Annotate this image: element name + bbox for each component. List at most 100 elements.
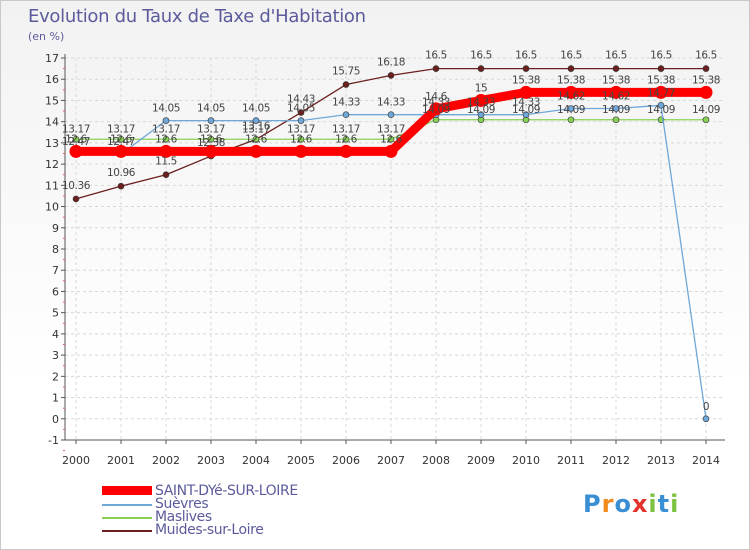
data-label: 16.5 [560,50,582,62]
y-tick-label: 8 [52,243,59,256]
y-tick-label: 12 [45,158,59,171]
data-label: 12.6 [110,133,132,145]
data-label: 12.47 [107,136,135,148]
legend-label-maslives: Maslives [155,509,212,525]
x-tick-label: 2001 [107,454,135,467]
logo-letter: t [657,490,671,518]
x-tick-label: 2012 [602,454,630,467]
data-label: 16.5 [425,50,447,62]
data-label: 15.38 [647,74,675,86]
data-point-saint-dy-sur-loire [159,144,173,158]
legend-swatch-saint-dye [102,486,152,495]
y-tick-label: 10 [45,201,59,214]
data-label: 14.33 [422,97,450,109]
data-label: 14.6 [425,91,447,103]
data-point-maslives [612,116,620,124]
x-tick-label: 2009 [467,454,495,467]
y-tick-label: 6 [52,285,59,298]
data-point-maslives [567,116,575,124]
data-label: 13.17 [242,123,270,135]
data-point-muides-sur-loire [657,65,665,72]
data-point-muides-sur-loire [387,72,395,79]
data-point-muides-sur-loire [612,65,620,72]
data-label: 0 [703,401,709,413]
data-label: 13.17 [62,123,90,135]
data-point-maslives [252,135,260,143]
data-point-su-vres [387,111,395,118]
y-tick-label: 4 [52,328,59,341]
data-label: 13.17 [107,123,135,135]
y-tick-label: 16 [45,73,59,86]
x-tick-label: 2011 [557,454,585,467]
data-label: 12.38 [197,137,225,149]
data-label: 14.33 [512,97,540,109]
data-point-su-vres [342,111,350,118]
data-point-muides-sur-loire [432,65,440,72]
y-tick-label: 11 [45,179,59,192]
x-tick-label: 2006 [332,454,360,467]
data-label: 12.6 [65,133,87,145]
data-label: 14.09 [557,104,585,116]
data-label: 16.18 [377,56,405,68]
chart-title: Evolution du Taux de Taxe d'Habitation [28,6,366,27]
data-point-maslives [162,135,170,143]
data-point-su-vres [162,117,170,124]
logo-letter: x [631,490,649,518]
data-label: 16.5 [470,50,492,62]
data-label: 14.05 [287,103,315,115]
data-point-su-vres [252,117,260,124]
data-point-muides-sur-loire [72,195,80,203]
legend-swatch-muides [102,530,152,532]
data-label: 14.09 [422,104,450,116]
y-tick-label: 2 [52,370,59,383]
data-label: 15 [475,82,488,94]
data-label: 13.17 [332,123,360,135]
data-point-muides-sur-loire [522,65,530,72]
data-point-saint-dy-sur-loire [429,102,443,116]
data-label: 14.62 [602,91,630,103]
x-tick-label: 2014 [692,454,720,467]
data-point-su-vres [567,105,575,112]
data-label: 15.38 [557,74,585,86]
data-point-muides-sur-loire [342,81,350,88]
data-point-saint-dy-sur-loire [69,144,83,158]
logo-letter: o [614,490,632,518]
data-label: 14.05 [197,103,225,115]
data-label: 16.5 [605,50,627,62]
x-tick-label: 2013 [647,454,675,467]
x-tick-label: 2007 [377,454,405,467]
legend-label-saint-dye: SAINT-DYé-SUR-LOIRE [155,483,298,499]
data-label: 12.6 [155,133,177,145]
data-label: 14.77 [647,87,675,99]
data-point-saint-dy-sur-loire [204,144,218,158]
logo-letter: r [601,490,615,518]
data-label: 12.6 [380,133,402,145]
data-point-su-vres [207,117,215,124]
y-tick-label: 7 [52,264,59,277]
data-point-saint-dy-sur-loire [474,93,488,107]
x-tick-label: 2002 [152,454,180,467]
data-label: 14.05 [242,103,270,115]
data-label: 10.96 [107,167,136,179]
data-point-saint-dy-sur-loire [654,85,668,99]
data-label: 14.09 [692,104,720,116]
data-label: 13.17 [377,123,405,135]
y-tick-label: -1 [48,434,59,447]
chart-subtitle: (en %) [28,30,65,43]
data-point-saint-dy-sur-loire [519,85,533,99]
data-point-saint-dy-sur-loire [339,144,353,158]
data-label: 14.09 [467,104,495,116]
data-point-su-vres [297,117,305,124]
x-tick-label: 2010 [512,454,540,467]
y-tick-label: 14 [45,116,59,129]
data-point-muides-sur-loire [477,65,485,72]
data-label: 11.5 [155,156,177,168]
data-point-saint-dy-sur-loire [114,144,128,158]
data-point-saint-dy-sur-loire [249,144,263,158]
data-label: 13.16 [242,120,271,132]
data-label: 12.47 [62,136,90,148]
logo-letter: i [648,490,658,518]
data-point-muides-sur-loire [567,65,575,72]
data-label: 12.6 [290,133,312,145]
data-label: 16.5 [695,50,717,62]
